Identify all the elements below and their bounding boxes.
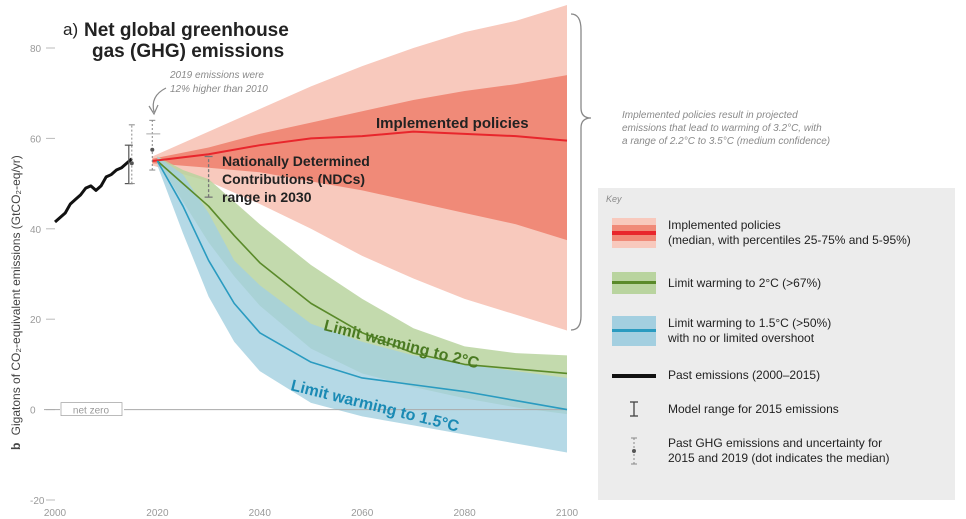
legend-item-model-range: Model range for 2015 emissions [612, 401, 839, 417]
y-axis-label-prefix: b [9, 443, 23, 450]
band-layer [152, 5, 567, 453]
brace-note-line2: emissions that lead to warming of 3.2°C,… [622, 123, 822, 134]
x-tick-label: 2020 [146, 508, 169, 519]
one-five-degree-swatch [612, 316, 656, 346]
x-tick-label: 2100 [556, 508, 579, 519]
y-tick-label: 40 [30, 225, 42, 236]
y-tick-label: 20 [30, 315, 42, 326]
chart-title-line2: gas (GHG) emissions [92, 41, 284, 62]
net-zero-box [60, 402, 123, 417]
y-tick-label: 0 [30, 406, 36, 417]
two-degree-swatch [612, 272, 656, 294]
past-emissions-swatch [612, 369, 656, 383]
legend-item-past: Past emissions (2000–2015) [612, 368, 820, 383]
svg-text:b Gigatons of CO₂-equivale: b Gigatons of CO₂-equivalent emissions (… [9, 155, 23, 450]
panel-letter: a) [63, 20, 78, 39]
implemented-swatch [612, 218, 656, 248]
net-zero-label: net zero [73, 406, 110, 417]
one-five-degree-median-line [156, 160, 568, 411]
x-tick-label: 2080 [453, 508, 476, 519]
legend-label-uncertainty: Past GHG emissions and uncertainty for 2… [668, 436, 890, 465]
implemented-policies-label: Implemented policies [376, 115, 529, 132]
chart-title-line1: Net global greenhouse [84, 20, 289, 41]
y-tick-label: 60 [30, 134, 42, 145]
y-axis-label: b Gigatons of CO₂-equivalent emissions (… [9, 155, 23, 450]
ndc-label-line3: range in 2030 [222, 189, 312, 205]
legend-item-implemented: Implemented policies (median, with perce… [612, 218, 911, 248]
legend-item-2c: Limit warming to 2°C (>67%) [612, 272, 821, 294]
legend-label-past: Past emissions (2000–2015) [668, 368, 821, 382]
legend-item-uncertainty: Past GHG emissions and uncertainty for 2… [612, 436, 890, 466]
brace-note-line1: Implemented policies result in projected [622, 110, 798, 121]
line-layer [54, 130, 568, 411]
two-degree-band [157, 156, 567, 415]
marker-layer [124, 119, 213, 198]
two-degree-median-line [156, 160, 568, 375]
implemented-median-line [152, 130, 568, 162]
brace-note-line3: a range of 2.2°C to 3.5°C (medium confid… [622, 136, 830, 147]
implemented-25-75-band [152, 75, 567, 241]
legend-item-1-5c: Limit warming to 1.5°C (>50%) with no or… [612, 316, 831, 346]
note-2019-arrow [152, 87, 167, 113]
legend-label-implemented: Implemented policies (median, with perce… [668, 218, 911, 247]
legend-label-2c: Limit warming to 2°C (>67%) [668, 275, 822, 290]
y-axis-label-text: Gigatons of CO₂-equivalent emissions (Gt… [9, 155, 23, 435]
one-five-degree-band [157, 156, 567, 453]
legend-label-1-5c: Limit warming to 1.5°C (>50%) with no or… [668, 316, 832, 345]
legend-label-model-range: Model range for 2015 emissions [668, 401, 839, 416]
x-tick-label: 2060 [351, 508, 374, 519]
model-range-swatch [612, 401, 656, 417]
legend-panel: Key Implemented policies (median, with p… [598, 188, 955, 500]
ndc-label-line2: Contributions (NDCs) [222, 171, 365, 187]
past-emissions-line [54, 157, 133, 224]
implemented-range-brace [570, 13, 592, 331]
note-2019-arrowhead [148, 104, 159, 116]
note-2019-line2: 12% higher than 2010 [170, 84, 268, 95]
uncertainty-median-2015 [129, 161, 134, 166]
uncertainty-median-2019 [150, 147, 155, 152]
y-tick-label: -20 [30, 496, 45, 507]
y-tick-label: 80 [30, 44, 42, 55]
legend-title: Key [606, 194, 622, 204]
note-2019-line1: 2019 emissions were [169, 70, 264, 81]
ndc-label-line1: Nationally Determined [222, 153, 370, 169]
uncertainty-swatch [612, 436, 656, 466]
x-tick-label: 2000 [44, 508, 67, 519]
x-tick-label: 2040 [249, 508, 272, 519]
